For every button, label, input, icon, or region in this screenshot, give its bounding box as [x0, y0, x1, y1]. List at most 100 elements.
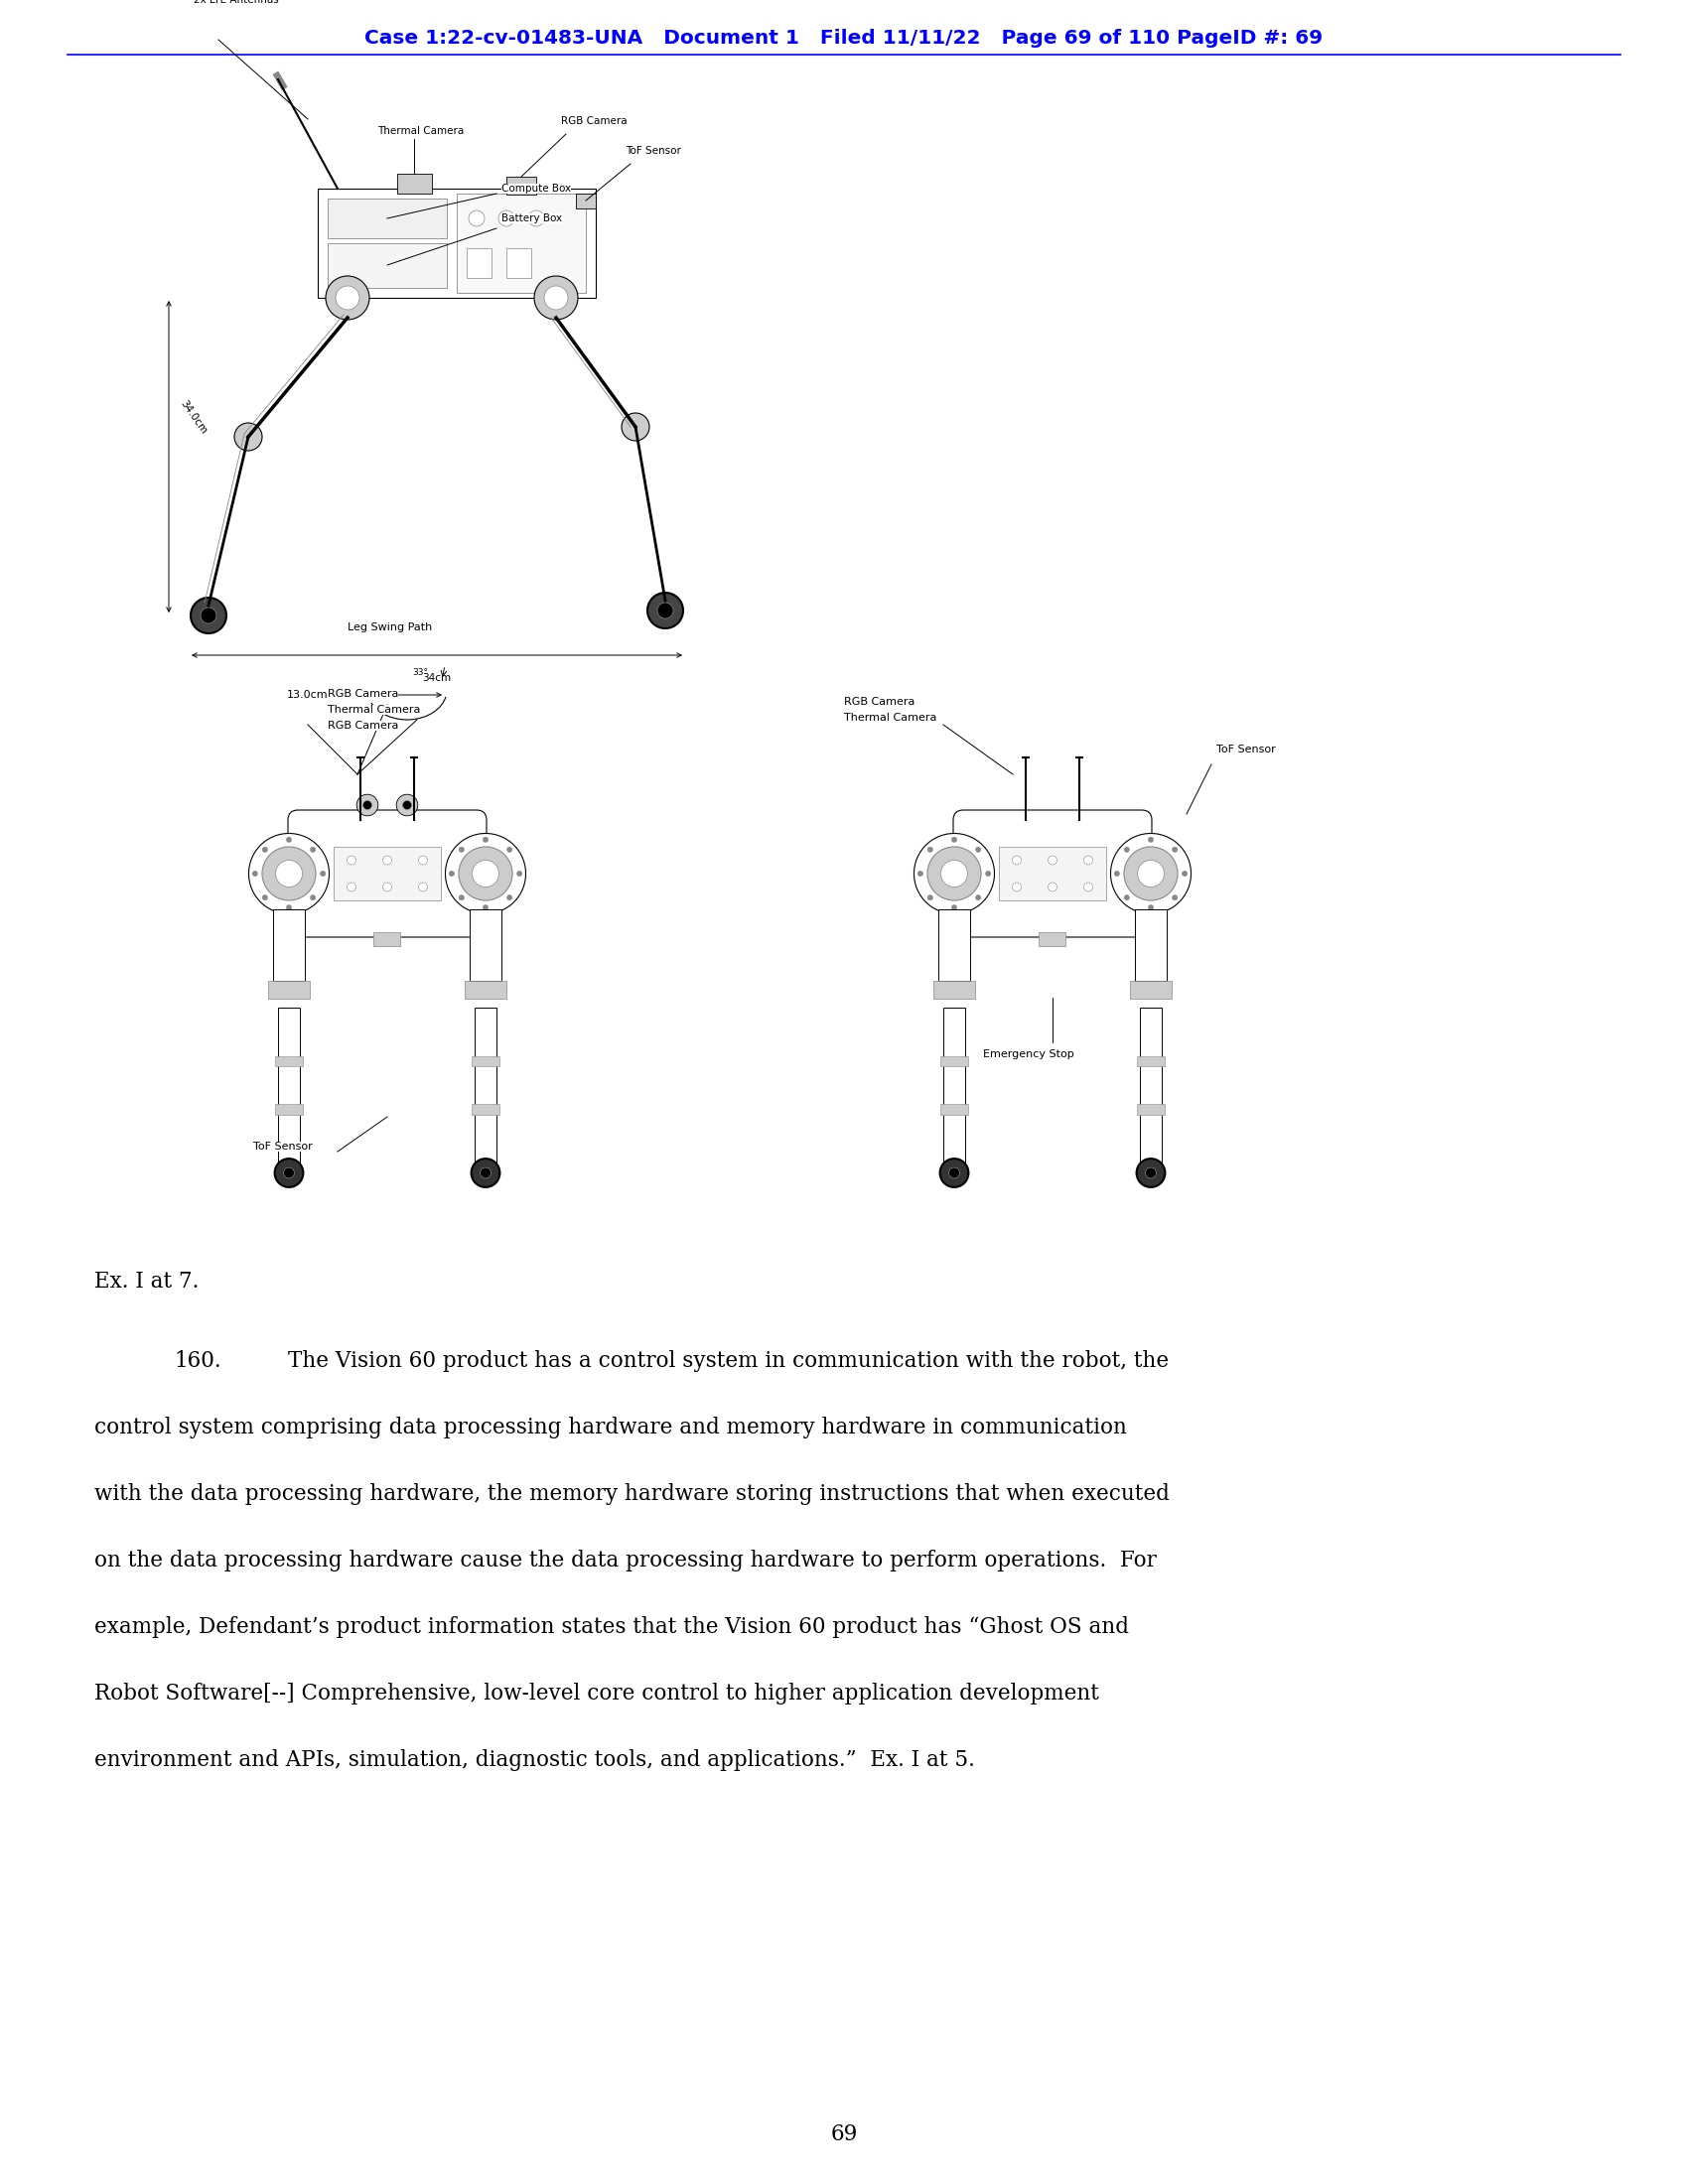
- Bar: [469, 909, 501, 981]
- Bar: [373, 933, 400, 946]
- Circle shape: [262, 895, 268, 900]
- Circle shape: [469, 210, 484, 227]
- Bar: [334, 847, 441, 900]
- Bar: [1134, 909, 1166, 981]
- Circle shape: [397, 795, 419, 817]
- Circle shape: [1146, 1168, 1156, 1179]
- Text: Emergency Stop: Emergency Stop: [982, 1048, 1074, 1059]
- Bar: [1040, 933, 1065, 946]
- Text: Leg Swing Path: Leg Swing Path: [348, 622, 432, 633]
- Circle shape: [336, 286, 360, 310]
- Circle shape: [348, 882, 356, 891]
- Bar: [999, 847, 1106, 900]
- FancyBboxPatch shape: [954, 810, 1151, 937]
- Bar: [464, 981, 506, 998]
- Circle shape: [248, 834, 329, 913]
- Circle shape: [1013, 856, 1021, 865]
- Circle shape: [356, 795, 378, 817]
- Circle shape: [311, 847, 316, 852]
- Circle shape: [1148, 904, 1153, 911]
- Text: ToF Sensor: ToF Sensor: [253, 1142, 312, 1151]
- Bar: [940, 1055, 967, 1066]
- Text: The Vision 60 product has a control system in communication with the robot, the: The Vision 60 product has a control syst…: [289, 1350, 1168, 1372]
- Circle shape: [1084, 856, 1092, 865]
- Text: RGB Camera: RGB Camera: [327, 688, 398, 699]
- Circle shape: [262, 847, 268, 852]
- Circle shape: [321, 871, 326, 876]
- Circle shape: [473, 860, 500, 887]
- Circle shape: [1182, 871, 1187, 876]
- Bar: [275, 1055, 302, 1066]
- Bar: [273, 909, 306, 981]
- Bar: [1129, 981, 1171, 998]
- Circle shape: [275, 860, 302, 887]
- Circle shape: [940, 1158, 969, 1188]
- Circle shape: [403, 802, 412, 810]
- Bar: [327, 242, 447, 288]
- Circle shape: [927, 847, 933, 852]
- Circle shape: [533, 275, 577, 319]
- Circle shape: [383, 856, 392, 865]
- Circle shape: [1136, 1158, 1165, 1188]
- Circle shape: [471, 1158, 500, 1188]
- Bar: [473, 1105, 500, 1114]
- Circle shape: [544, 286, 567, 310]
- Bar: [474, 1007, 496, 1168]
- Circle shape: [1148, 836, 1153, 843]
- Text: Robot Software[--] Comprehensive, low-level core control to higher application d: Robot Software[--] Comprehensive, low-le…: [95, 1682, 1099, 1704]
- Text: control system comprising data processing hardware and memory hardware in commun: control system comprising data processin…: [95, 1417, 1128, 1439]
- Circle shape: [479, 1168, 491, 1179]
- Bar: [940, 1105, 967, 1114]
- Circle shape: [363, 802, 371, 810]
- Bar: [317, 188, 596, 297]
- Bar: [939, 909, 971, 981]
- Text: Compute Box: Compute Box: [501, 183, 571, 194]
- Text: Battery Box: Battery Box: [501, 214, 562, 223]
- Circle shape: [506, 895, 511, 900]
- Circle shape: [528, 210, 544, 227]
- Bar: [466, 249, 491, 277]
- Text: 13.0cm: 13.0cm: [287, 690, 327, 699]
- Circle shape: [383, 882, 392, 891]
- Bar: [944, 1007, 966, 1168]
- Circle shape: [287, 904, 292, 911]
- Circle shape: [1114, 871, 1119, 876]
- Circle shape: [459, 847, 464, 852]
- Circle shape: [235, 424, 262, 450]
- Circle shape: [1171, 895, 1178, 900]
- Circle shape: [284, 1168, 294, 1179]
- Circle shape: [952, 836, 957, 843]
- Bar: [327, 199, 447, 238]
- Text: environment and APIs, simulation, diagnostic tools, and applications.”  Ex. I at: environment and APIs, simulation, diagno…: [95, 1749, 976, 1771]
- Circle shape: [1171, 847, 1178, 852]
- Bar: [473, 1055, 500, 1066]
- Circle shape: [506, 847, 511, 852]
- Bar: [933, 981, 976, 998]
- Circle shape: [940, 860, 967, 887]
- Text: 33°: 33°: [412, 668, 429, 677]
- Text: on the data processing hardware cause the data processing hardware to perform op: on the data processing hardware cause th…: [95, 1551, 1156, 1572]
- FancyBboxPatch shape: [289, 810, 486, 937]
- Circle shape: [657, 603, 674, 618]
- Circle shape: [976, 895, 981, 900]
- Circle shape: [517, 871, 522, 876]
- Circle shape: [1111, 834, 1192, 913]
- Text: ToF Sensor: ToF Sensor: [1217, 745, 1276, 753]
- Text: Thermal Camera: Thermal Camera: [327, 705, 420, 714]
- Circle shape: [976, 847, 981, 852]
- Bar: [273, 72, 287, 90]
- Circle shape: [949, 1168, 959, 1179]
- Circle shape: [348, 856, 356, 865]
- Circle shape: [201, 607, 216, 622]
- Circle shape: [262, 847, 316, 900]
- Text: RGB Camera: RGB Camera: [560, 116, 628, 127]
- Circle shape: [913, 834, 994, 913]
- Bar: [397, 175, 432, 194]
- Text: ToF Sensor: ToF Sensor: [626, 146, 680, 155]
- Bar: [1139, 1007, 1161, 1168]
- Circle shape: [275, 1158, 304, 1188]
- Circle shape: [326, 275, 370, 319]
- Bar: [279, 1007, 300, 1168]
- Text: with the data processing hardware, the memory hardware storing instructions that: with the data processing hardware, the m…: [95, 1483, 1170, 1505]
- Bar: [1138, 1055, 1165, 1066]
